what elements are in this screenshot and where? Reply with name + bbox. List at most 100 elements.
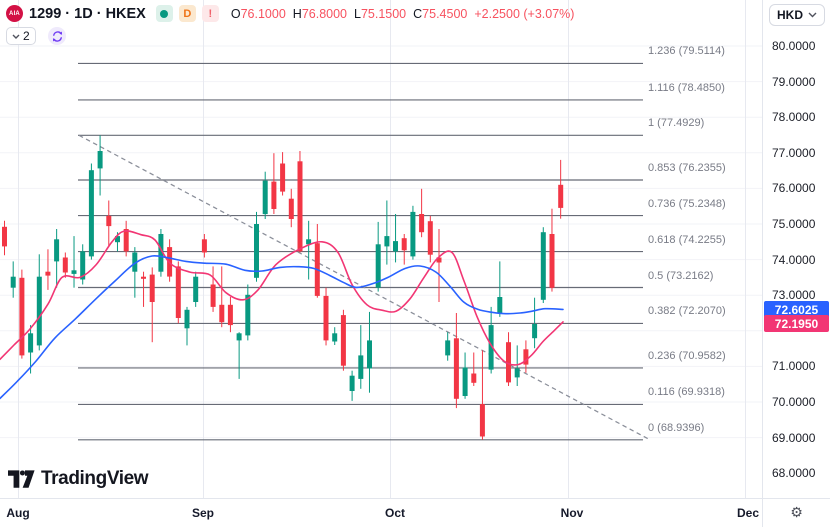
- market-status-badge[interactable]: [155, 5, 173, 22]
- price-tick: 71.0000: [772, 359, 816, 373]
- candle-body[interactable]: [367, 340, 372, 369]
- month-label-sep: Sep: [191, 506, 215, 520]
- candle-body[interactable]: [375, 244, 381, 288]
- candle-body[interactable]: [340, 315, 346, 366]
- chevron-down-icon: [12, 34, 20, 39]
- candle-body[interactable]: [427, 221, 433, 255]
- candle-body[interactable]: [462, 367, 468, 397]
- candle-body[interactable]: [271, 181, 277, 209]
- candle-body[interactable]: [106, 215, 112, 227]
- price-axis[interactable]: 80.0000 79.0000 78.0000 77.0000 76.0000 75.00…: [763, 0, 830, 498]
- candle-body[interactable]: [236, 333, 242, 341]
- candle-body[interactable]: [71, 270, 77, 274]
- candle-body[interactable]: [514, 368, 520, 378]
- fib-trendline[interactable]: [78, 134, 651, 441]
- candle-body[interactable]: [410, 211, 416, 257]
- time-axis[interactable]: Aug Sep Oct Nov Dec: [0, 499, 762, 527]
- candle-body[interactable]: [540, 232, 546, 300]
- price-tick: 73.0000: [772, 288, 816, 302]
- candle-body[interactable]: [2, 226, 7, 247]
- symbol-legend[interactable]: AIA 1299 · 1D · HKEX D ! O76.1000 H76.800…: [6, 4, 574, 23]
- candle-body[interactable]: [288, 198, 294, 219]
- candle-body[interactable]: [401, 238, 407, 251]
- ma-slow-blue[interactable]: [0, 255, 564, 400]
- axis-settings-button[interactable]: ⚙: [763, 499, 830, 527]
- candle-body[interactable]: [358, 355, 364, 379]
- candle-body[interactable]: [280, 163, 286, 192]
- candle-body[interactable]: [54, 239, 60, 262]
- candle-body[interactable]: [210, 284, 216, 307]
- candle-body[interactable]: [297, 161, 303, 252]
- price-tick: 78.0000: [772, 110, 816, 124]
- candle-body[interactable]: [384, 236, 390, 247]
- candle-body[interactable]: [132, 252, 138, 272]
- gear-icon: ⚙: [790, 505, 803, 521]
- candle-body[interactable]: [262, 180, 268, 215]
- fib-label: 0.5 (73.2162): [648, 270, 714, 282]
- candle-body[interactable]: [445, 340, 451, 356]
- candle-body[interactable]: [10, 276, 16, 288]
- candle-body[interactable]: [36, 276, 42, 346]
- tradingview-watermark[interactable]: TradingView: [8, 468, 149, 490]
- candle-body[interactable]: [532, 324, 538, 339]
- candle-body[interactable]: [306, 239, 312, 245]
- candle-body[interactable]: [141, 276, 146, 279]
- candle-body[interactable]: [479, 404, 485, 437]
- candle-body[interactable]: [88, 170, 94, 257]
- candle-body[interactable]: [488, 325, 494, 370]
- auto-refresh-button[interactable]: [48, 27, 66, 45]
- green-dot-icon: [160, 9, 169, 18]
- candle-body[interactable]: [219, 304, 225, 323]
- candle-body[interactable]: [419, 214, 425, 233]
- candle-body[interactable]: [184, 309, 190, 329]
- candle-body[interactable]: [45, 271, 51, 276]
- candle-body[interactable]: [245, 294, 251, 336]
- candle-body[interactable]: [497, 297, 503, 313]
- candle-body[interactable]: [193, 276, 199, 302]
- candle-body[interactable]: [115, 236, 120, 243]
- chart-toolbar: 2: [6, 27, 66, 45]
- candle-body[interactable]: [471, 373, 477, 383]
- candle-body[interactable]: [558, 184, 564, 208]
- candle-body[interactable]: [506, 342, 511, 383]
- candle-body[interactable]: [332, 333, 338, 342]
- ohlc-h: H76.8000: [292, 6, 347, 21]
- symbol-title[interactable]: 1299 · 1D · HKEX: [29, 5, 146, 22]
- candle-body[interactable]: [523, 349, 529, 365]
- candle-body[interactable]: [201, 239, 207, 253]
- ma-fast-pink[interactable]: [0, 230, 564, 366]
- candle-body[interactable]: [158, 234, 164, 272]
- price-tick: 77.0000: [772, 146, 816, 160]
- candle-body[interactable]: [254, 224, 259, 278]
- candle-body[interactable]: [393, 241, 398, 252]
- symbol-logo: AIA: [6, 5, 23, 22]
- candle-body[interactable]: [323, 295, 329, 341]
- candle-body[interactable]: [175, 266, 181, 318]
- price-tick: 76.0000: [772, 181, 816, 195]
- fib-label: 0 (68.9396): [648, 422, 705, 434]
- candle-body[interactable]: [549, 234, 555, 288]
- fib-label: 0.236 (70.9582): [648, 350, 726, 362]
- candle-body[interactable]: [349, 375, 355, 391]
- candle-body[interactable]: [28, 333, 34, 353]
- alert-badge[interactable]: !: [201, 5, 219, 22]
- candlestick-chart[interactable]: [0, 0, 762, 498]
- candle-body[interactable]: [62, 257, 68, 273]
- price-tick: 68.0000: [772, 466, 816, 480]
- interval-badge[interactable]: D: [178, 5, 196, 22]
- fib-label: 0.736 (75.2348): [648, 198, 726, 210]
- candle-body[interactable]: [453, 338, 459, 399]
- currency-dropdown[interactable]: HKD: [769, 4, 825, 26]
- candle-body[interactable]: [436, 257, 442, 263]
- layout-count-dropdown[interactable]: 2: [6, 27, 36, 45]
- candle-body[interactable]: [19, 277, 25, 356]
- change-value: +2.2500 (+3.07%): [474, 6, 575, 21]
- month-label-nov: Nov: [560, 506, 584, 520]
- candle-body[interactable]: [123, 229, 129, 252]
- candle-body[interactable]: [227, 304, 233, 326]
- candle-body[interactable]: [80, 251, 86, 280]
- price-tick: 69.0000: [772, 431, 816, 445]
- candle-body[interactable]: [97, 151, 103, 169]
- candle-body[interactable]: [149, 274, 155, 302]
